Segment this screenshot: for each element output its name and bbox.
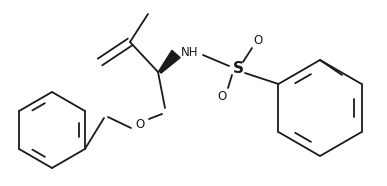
Text: O: O [135,118,145,131]
Polygon shape [159,50,180,73]
Text: NH: NH [181,46,199,59]
Text: O: O [217,89,227,102]
Text: O: O [253,33,263,46]
Text: S: S [233,60,243,76]
